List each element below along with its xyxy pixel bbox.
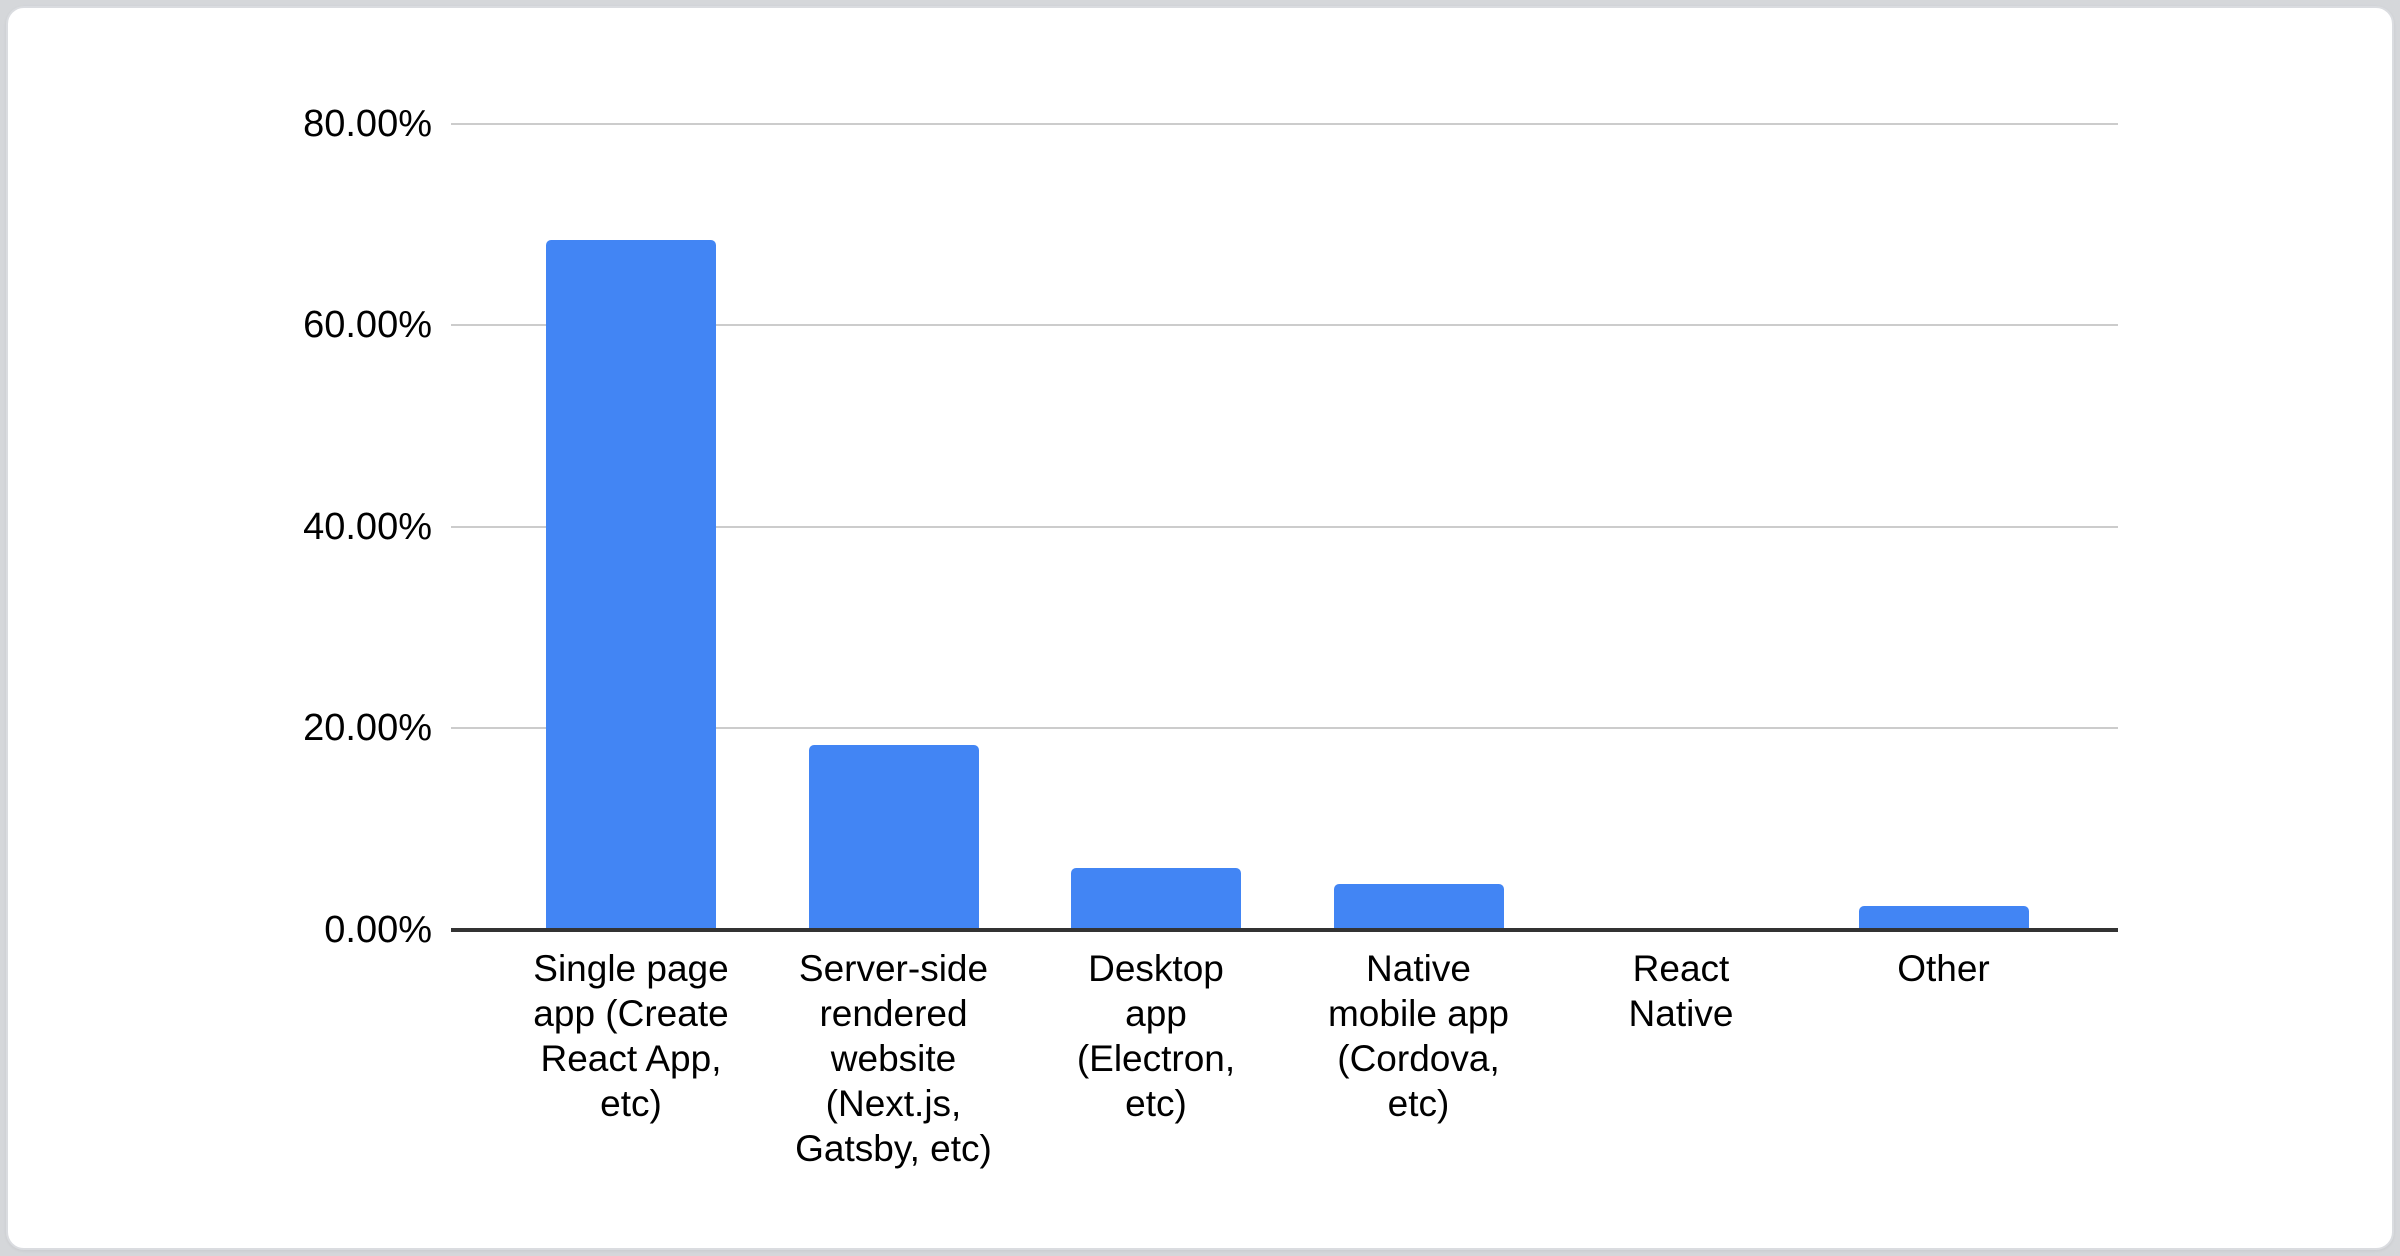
bar-chart-plot-area: 0.00% 20.00% 40.00% 60.00% 80.00% Single page… bbox=[8, 8, 2400, 1256]
gridline-20 bbox=[451, 727, 2118, 730]
bar-other[interactable] bbox=[1858, 905, 2029, 930]
x-axis-label-desktop-app-electron-etc: Desktop app (Electron, etc) bbox=[1076, 948, 1236, 1124]
x-axis-label-other: Other bbox=[1897, 948, 1990, 989]
x-axis-label-single-page-app-create-react-app-etc: Single page app (Create React App, etc) bbox=[533, 948, 729, 1124]
gridline-40 bbox=[451, 525, 2118, 528]
y-axis-tick-label: 0.00% bbox=[324, 909, 432, 951]
gridline-80 bbox=[451, 122, 2118, 125]
y-axis-tick-label: 80.00% bbox=[303, 102, 432, 145]
gridline-60 bbox=[451, 324, 2118, 327]
x-axis-line bbox=[451, 928, 2118, 932]
y-axis-tick-label: 20.00% bbox=[303, 707, 432, 750]
y-axis-tick-label: 60.00% bbox=[303, 304, 432, 347]
chart-card: 0.00% 20.00% 40.00% 60.00% 80.00% Single page… bbox=[6, 6, 2394, 1250]
x-axis-label-server-side-rendered-website-next-js-gatsby-etc: Server-side rendered website (Next.js, G… bbox=[795, 948, 992, 1169]
bar-native-mobile-app-cordova-etc[interactable] bbox=[1333, 883, 1504, 930]
y-axis-tick-label: 40.00% bbox=[303, 505, 432, 548]
x-axis-label-react-native: React Native bbox=[1628, 948, 1734, 1034]
bar-server-side-rendered-website-next-js-gatsby-etc[interactable] bbox=[808, 744, 979, 930]
x-axis-label-native-mobile-app-cordova-etc: Native mobile app (Cordova, etc) bbox=[1327, 948, 1509, 1124]
bar-desktop-app-electron-etc[interactable] bbox=[1071, 867, 1241, 930]
bar-single-page-app-create-react-app-etc[interactable] bbox=[546, 239, 716, 930]
